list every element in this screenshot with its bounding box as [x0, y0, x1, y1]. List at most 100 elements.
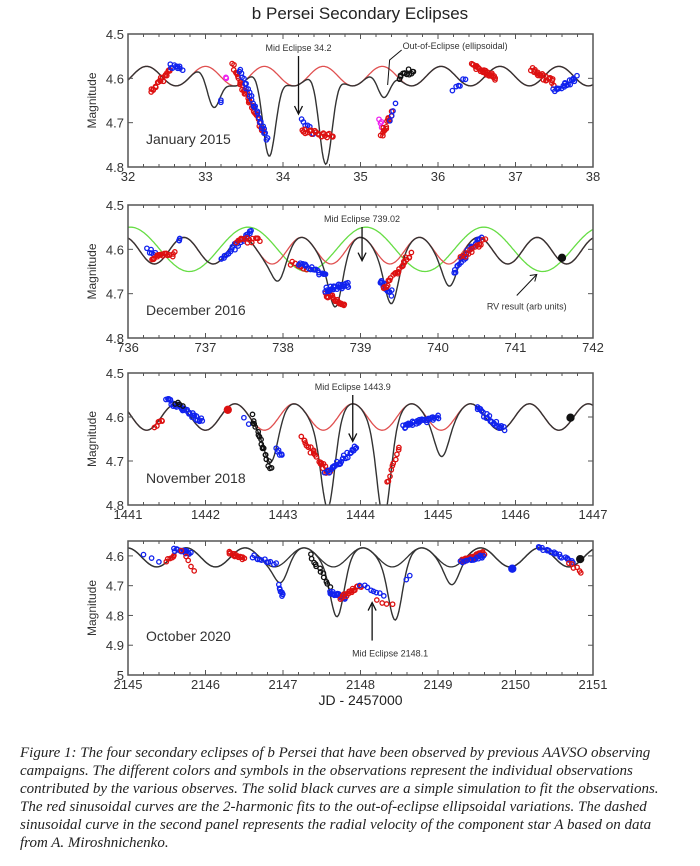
observation-point [191, 568, 198, 574]
simulation-curve [128, 547, 593, 621]
observation-point [298, 433, 305, 440]
observation-point [373, 597, 380, 603]
x-tick-label: 2151 [579, 677, 608, 692]
x-tick-label: 37 [508, 169, 522, 184]
observation-point [566, 413, 575, 422]
observation-point [345, 284, 351, 290]
y-tick-label: 4.7 [106, 579, 124, 594]
observation-point [435, 412, 441, 419]
observation-point [279, 452, 285, 458]
observation-point [406, 254, 413, 261]
observation-point [228, 246, 235, 252]
mid-eclipse-label: Mid Eclipse 739.02 [324, 214, 400, 224]
observation-point [251, 421, 258, 427]
plot-frame [127, 204, 594, 339]
x-tick-label: 742 [582, 340, 604, 355]
observation-point [383, 601, 390, 607]
panel-2: 736 737 738 739 740 741 742 4.5 4.6 4.7 4.8 Magnitu… [85, 198, 604, 355]
observation-point [557, 253, 567, 262]
observation-point [392, 456, 399, 463]
x-tick-label: 2146 [191, 677, 220, 692]
observation-point [571, 78, 578, 85]
x-tick-label: 1442 [191, 507, 220, 522]
x-tick-label: 1443 [269, 507, 298, 522]
observation-point [260, 445, 267, 452]
figure-title: b Persei Secondary Eclipses [251, 4, 469, 23]
mid-eclipse-label: Mid Eclipse 2148.1 [352, 649, 428, 659]
observation-point [186, 409, 193, 416]
observation-point [325, 467, 332, 474]
observation-point [198, 415, 205, 422]
x-tick-label: 32 [121, 169, 135, 184]
observation-point [251, 552, 257, 559]
panel-4: 2145 2146 2147 2148 2149 2150 2151 4.6 4.7 4.8 4.9… [85, 540, 608, 708]
observation-point [380, 132, 386, 139]
observation-point [406, 572, 413, 579]
observation-point [383, 123, 390, 130]
panel-1: 32 33 34 35 36 37 38 4.5 4.6 4.7 4.8 Magnitude Janua… [85, 27, 600, 184]
observation-point [556, 85, 562, 92]
observation-point [140, 551, 147, 558]
observation-point [388, 293, 395, 299]
observation-point [252, 103, 259, 110]
observation-point [305, 444, 312, 450]
y-tick-label: 4.6 [106, 549, 124, 564]
observation-point [273, 560, 280, 566]
observation-point [218, 255, 225, 262]
observation-point [308, 551, 314, 558]
x-tick-label: 740 [427, 340, 449, 355]
plot-area [128, 543, 593, 621]
observation-point [180, 403, 186, 409]
observation-point [262, 130, 269, 136]
observation-point [322, 271, 329, 278]
observation-point [156, 559, 162, 565]
observation-point [317, 569, 324, 575]
figure-plots: 32 33 34 35 36 37 38 4.5 4.6 4.7 4.8 Magnitude Janua… [85, 27, 608, 708]
x-tick-label: 2147 [269, 677, 298, 692]
observation-point [566, 560, 572, 567]
observation-point [451, 266, 458, 273]
mid-eclipse-label: Mid Eclipse 1443.9 [315, 382, 391, 392]
annotation-arrow [516, 274, 538, 296]
x-tick-label: 33 [198, 169, 212, 184]
observation-point [392, 100, 399, 107]
observation-point [482, 236, 489, 242]
observation-point [148, 246, 154, 253]
x-axis-label: JD - 2457000 [318, 692, 402, 708]
observation-point [188, 549, 194, 556]
x-tick-label: 738 [272, 340, 294, 355]
observation-point [553, 550, 560, 557]
observation-point [260, 123, 267, 130]
observation-point [449, 87, 456, 94]
observation-point [457, 83, 463, 89]
x-tick-label: 1446 [501, 507, 530, 522]
observation-point [388, 287, 395, 293]
x-tick-label: 38 [586, 169, 600, 184]
observation-point [176, 63, 183, 70]
plot-area [128, 60, 593, 166]
y-tick-label: 4.7 [106, 287, 124, 302]
annotation-leader-line [387, 49, 402, 86]
x-tick-label: 2150 [501, 677, 530, 692]
observation-point [384, 282, 391, 289]
observation-point [486, 412, 493, 419]
y-tick-label: 4.8 [106, 498, 124, 513]
observation-point [158, 417, 165, 424]
observation-point [356, 582, 363, 589]
observation-point [249, 411, 256, 418]
observation-point [307, 444, 314, 450]
observation-point [317, 565, 323, 572]
observation-point [170, 553, 177, 560]
panel-label: October 2020 [146, 628, 231, 644]
observation-point [460, 76, 466, 82]
simulation-curve [128, 403, 593, 505]
figure-caption: Figure 1: The four secondary eclipses of… [20, 745, 659, 851]
observation-point [279, 593, 285, 599]
observation-point [248, 227, 254, 234]
observation-point [480, 553, 487, 559]
observation-point [223, 405, 232, 414]
observation-point [478, 241, 484, 248]
x-tick-label: 1447 [579, 507, 608, 522]
observation-point [257, 238, 263, 245]
observation-point [501, 423, 507, 430]
